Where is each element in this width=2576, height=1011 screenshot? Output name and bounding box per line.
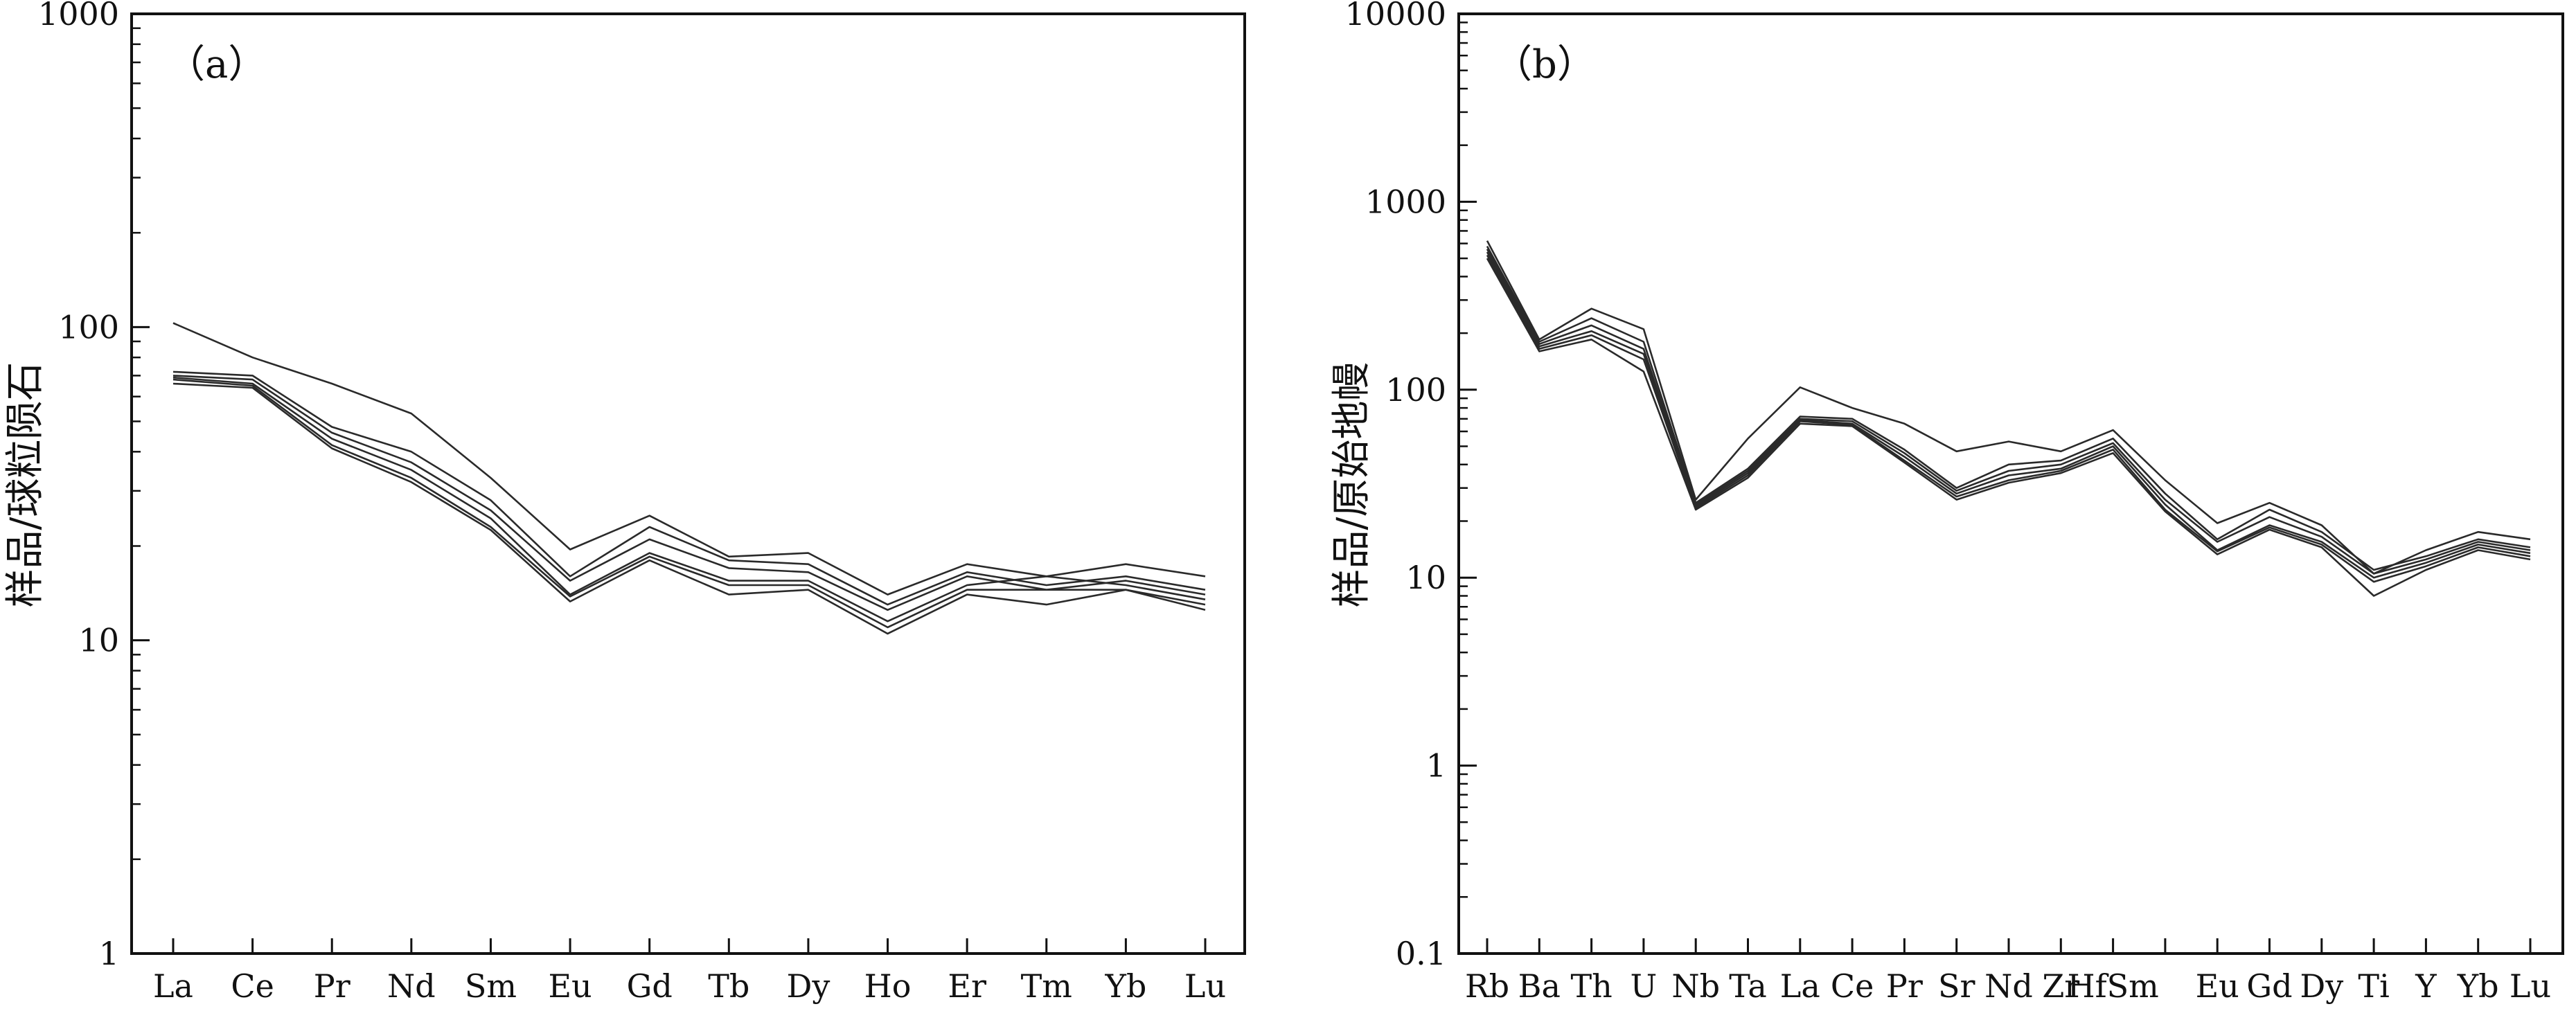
b-xtick-label: U (1631, 967, 1658, 1005)
a-series-line-5 (172, 378, 1206, 629)
a-ytick-label: 1 (99, 935, 119, 972)
b-xtick-label: HfSm (2067, 967, 2158, 1005)
b-xtick-label: Ti (2358, 967, 2389, 1005)
b-ytick-label: 100 (1385, 371, 1446, 409)
b-xtick-label: Y (2415, 967, 2437, 1005)
b-xtick-label: Rb (1465, 967, 1509, 1005)
a-xtick-label: Nd (387, 967, 436, 1005)
a-xtick-label: La (153, 967, 193, 1005)
a-xtick-label: Yb (1104, 967, 1146, 1005)
b-xtick-label: Nd (1984, 967, 2033, 1005)
a-xtick-label: Ho (864, 967, 912, 1005)
b-xtick-label: Pr (1886, 967, 1923, 1005)
b-xtick-label: Ce (1831, 967, 1874, 1005)
b-series-line-4 (1486, 251, 2531, 579)
b-xtick-label: Dy (2300, 967, 2343, 1005)
a-xtick-label: Tb (708, 967, 749, 1005)
b-ytick-label: 10 (1405, 559, 1446, 596)
a-plot-frame (130, 12, 1246, 955)
b-xtick-label: La (1780, 967, 1820, 1005)
b-xtick-label: Gd (2246, 967, 2292, 1005)
b-plot-frame (1457, 12, 2564, 955)
a-series-line-4 (172, 376, 1206, 623)
a-xtick-label: Dy (786, 967, 830, 1005)
a-panel-label: （a） (166, 42, 267, 87)
b-ytick-label: 10000 (1345, 0, 1446, 33)
b-xtick-label: Nb (1671, 967, 1720, 1005)
b-xtick-label: Ta (1729, 967, 1767, 1005)
panel-a-chart: 1 10 100 1000 La Ce Pr Nd Sm Eu Gd Tb Dy Ho Er Tm Yb Lu （a… (3, 0, 1246, 1005)
b-xtick-label: Eu (2196, 967, 2239, 1005)
a-ytick-label: 1000 (38, 0, 119, 33)
a-xtick-label: Tm (1021, 967, 1072, 1005)
b-series-line-1 (1486, 240, 2531, 575)
b-panel-label: （b） (1493, 42, 1596, 87)
panel-b-chart: 0.1 1 10 100 1000 10000 Rb Ba Th U Nb Ta La Ce Pr Sr Nd Z… (1329, 0, 2564, 1005)
a-xtick-label: Sm (465, 967, 517, 1005)
a-series-line-6 (172, 382, 1206, 635)
a-xtick-label: Lu (1184, 967, 1226, 1005)
b-ytick-label: 1000 (1365, 183, 1446, 220)
b-xtick-label: Sr (1938, 967, 1975, 1005)
b-ytick-label: 0.1 (1396, 935, 1446, 972)
b-xtick-label: Yb (2457, 967, 2499, 1005)
a-xtick-label: Ce (231, 967, 274, 1005)
b-xtick-label: Ba (1518, 967, 1561, 1005)
a-ytick-label: 100 (58, 308, 119, 346)
b-series-line-2 (1486, 245, 2531, 571)
b-series-line-6 (1486, 258, 2531, 597)
a-xtick-label: Pr (314, 967, 350, 1005)
a-xtick-label: Er (948, 967, 986, 1005)
a-series-line-2 (172, 370, 1206, 606)
b-ytick-label: 1 (1426, 747, 1446, 785)
b-series-line-3 (1486, 249, 2531, 575)
a-xtick-label: Eu (548, 967, 592, 1005)
b-series-line-5 (1486, 254, 2531, 583)
a-ytick-label: 10 (78, 622, 119, 659)
a-y-axis-title: 样品/球粒陨石 (3, 362, 48, 608)
a-series-line-1 (172, 322, 1206, 596)
b-xtick-label: Zr (2042, 967, 2079, 1005)
b-xtick-label: Th (1570, 967, 1612, 1005)
a-xtick-label: Gd (627, 967, 673, 1005)
b-y-axis-title: 样品/原始地幔 (1329, 362, 1374, 608)
b-xtick-label: Lu (2510, 967, 2551, 1005)
a-series-line-3 (172, 375, 1206, 611)
